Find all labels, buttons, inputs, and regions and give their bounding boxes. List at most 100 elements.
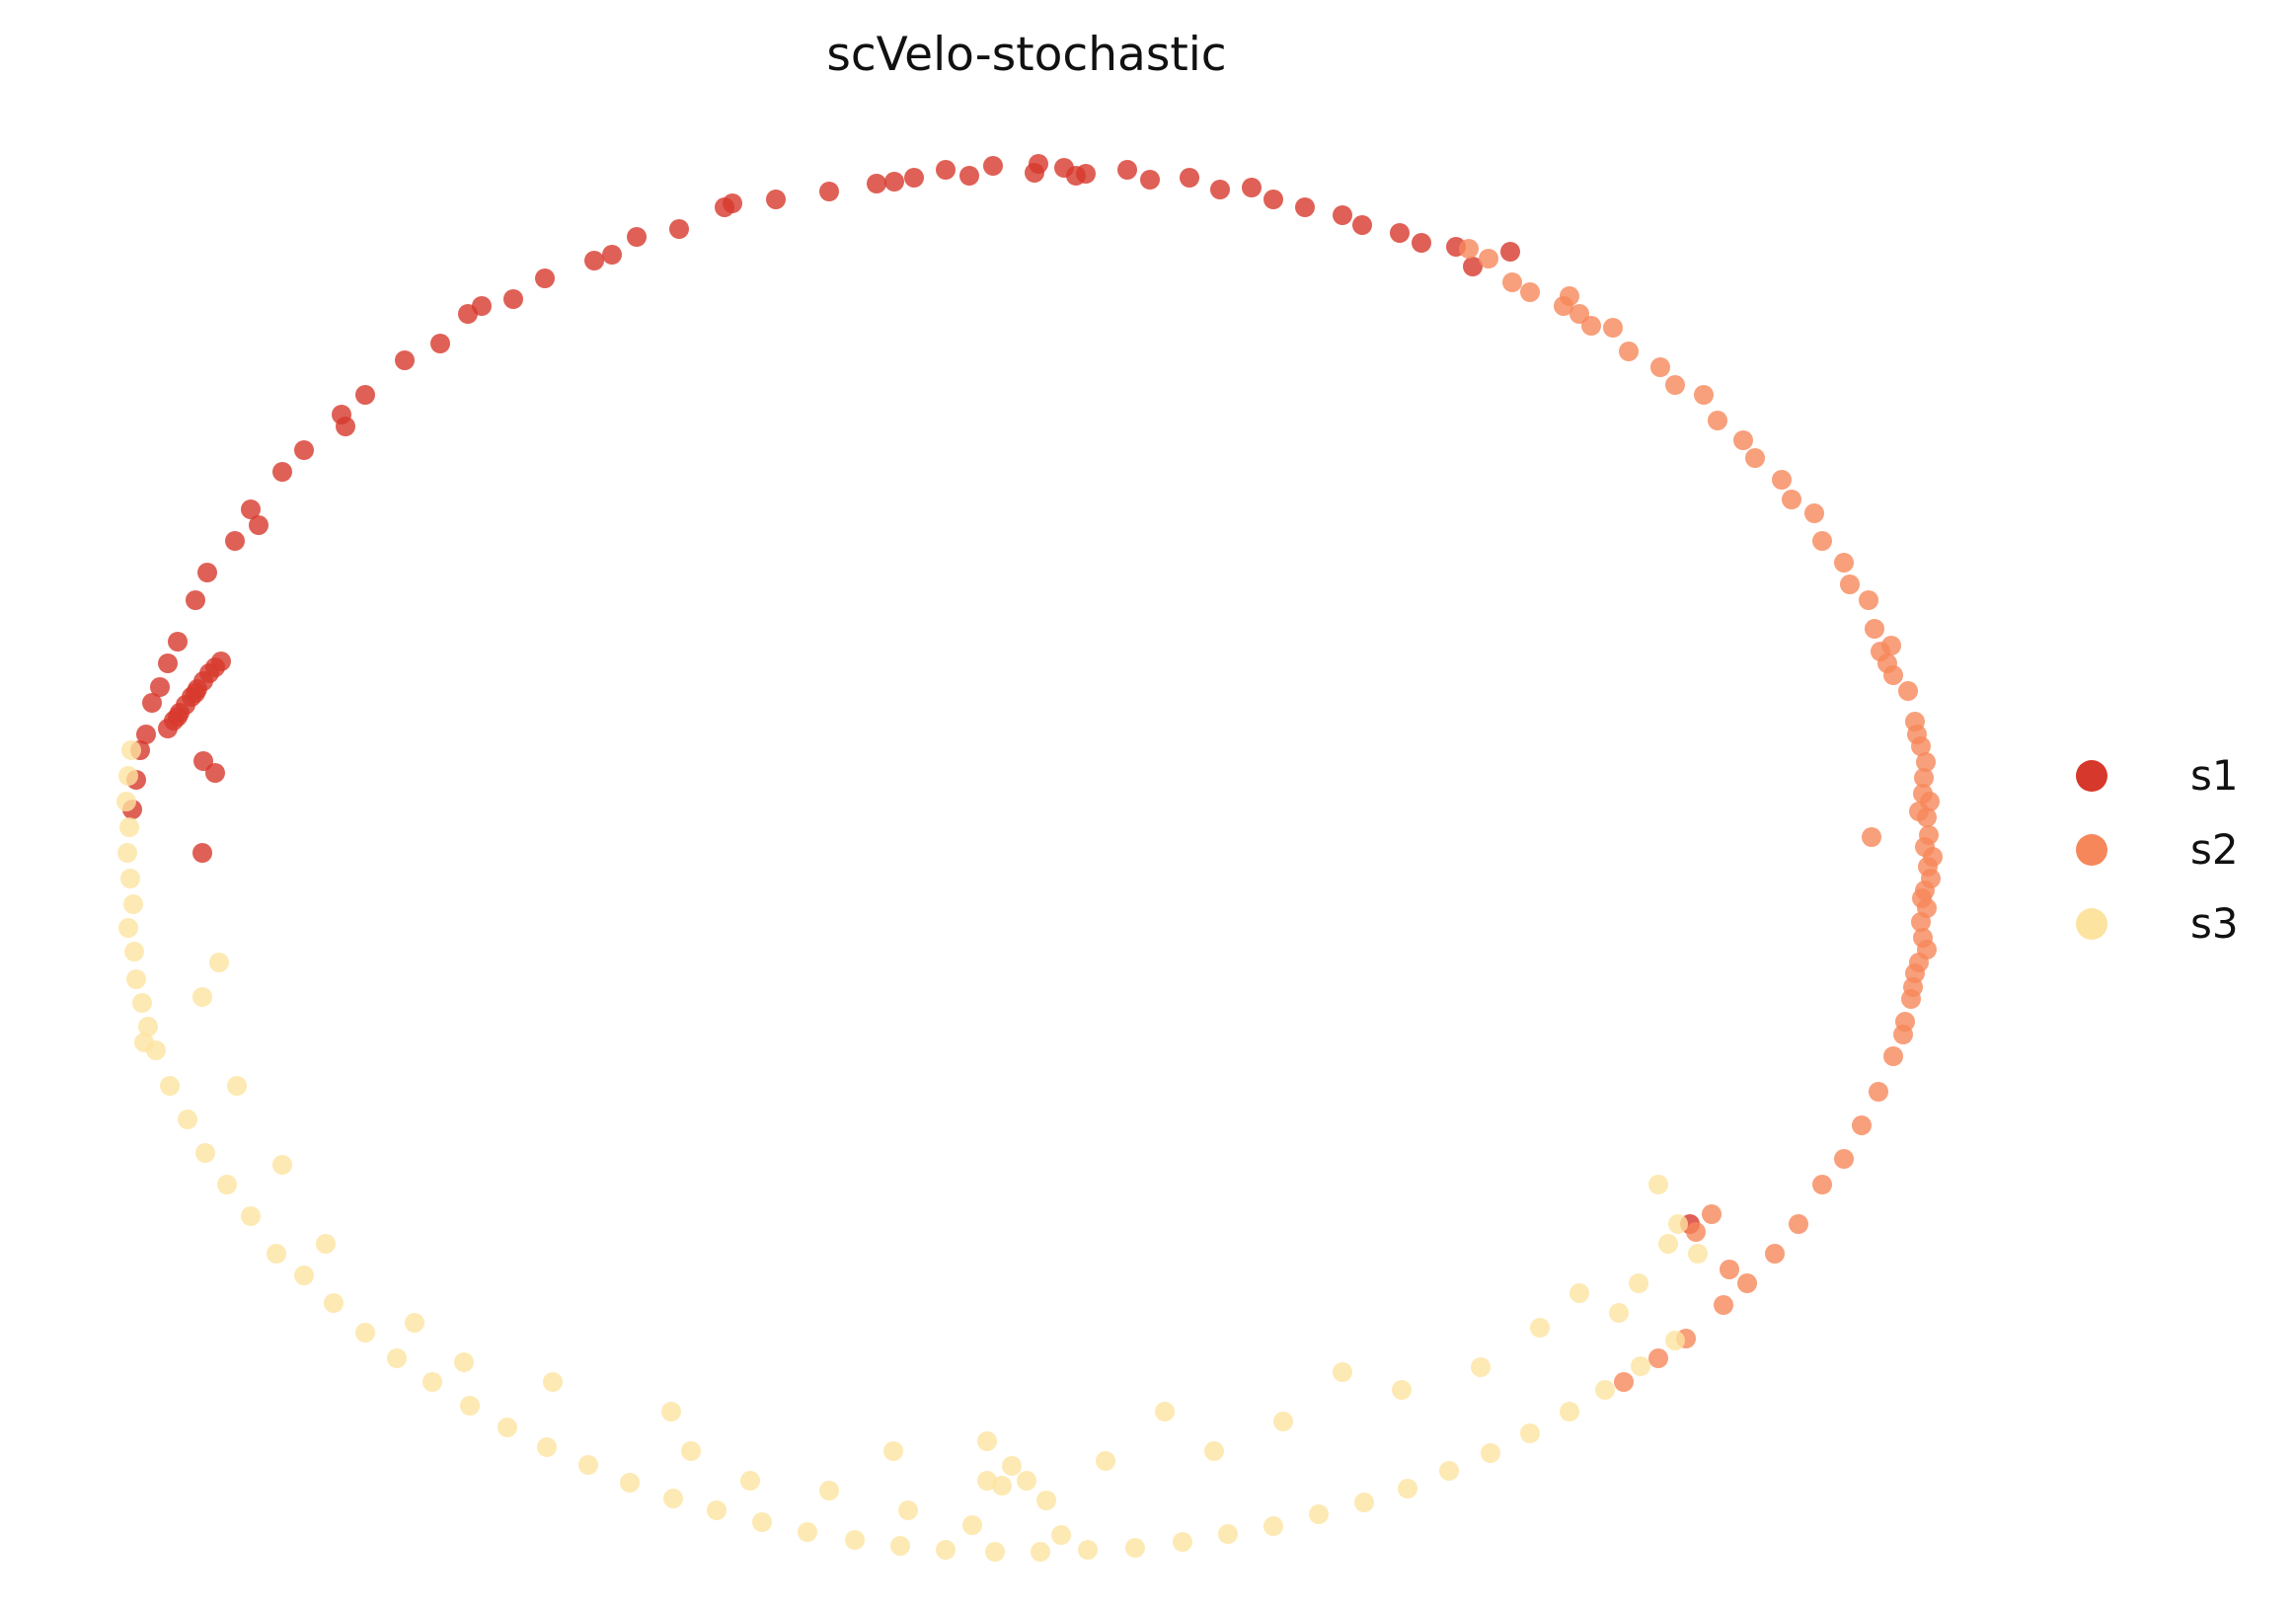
point-s3 bbox=[1333, 1362, 1352, 1382]
point-s3 bbox=[1629, 1273, 1648, 1293]
point-s2 bbox=[1733, 430, 1753, 450]
point-s1 bbox=[168, 632, 188, 652]
point-s3 bbox=[422, 1372, 442, 1392]
point-s3 bbox=[740, 1471, 760, 1491]
point-s1 bbox=[1242, 178, 1262, 197]
point-s3 bbox=[134, 1033, 154, 1052]
point-s3 bbox=[123, 894, 143, 914]
point-s2 bbox=[1877, 653, 1897, 673]
point-s3 bbox=[1530, 1318, 1550, 1338]
point-s2 bbox=[1901, 989, 1921, 1009]
point-s1 bbox=[959, 166, 979, 186]
point-s2 bbox=[1893, 1025, 1913, 1044]
point-s1 bbox=[1210, 180, 1230, 199]
point-s3 bbox=[1051, 1525, 1071, 1545]
point-s1 bbox=[1463, 257, 1483, 276]
point-s1 bbox=[766, 190, 786, 209]
point-s3 bbox=[1688, 1244, 1708, 1264]
point-s2 bbox=[1905, 963, 1925, 983]
point-s3 bbox=[1173, 1532, 1192, 1552]
point-s3 bbox=[890, 1536, 910, 1556]
point-s3 bbox=[845, 1530, 865, 1550]
point-s2 bbox=[1834, 553, 1854, 573]
point-s1 bbox=[395, 350, 415, 370]
point-s3 bbox=[294, 1266, 314, 1285]
legend-item-s3: s3 bbox=[2076, 886, 2239, 960]
legend-item-s1: s1 bbox=[2076, 738, 2239, 812]
point-s1 bbox=[136, 725, 156, 744]
point-s1 bbox=[904, 168, 924, 188]
point-s1 bbox=[336, 417, 355, 436]
point-s1 bbox=[1390, 223, 1410, 243]
point-s2 bbox=[1708, 411, 1727, 430]
legend-label-s1: s1 bbox=[2190, 750, 2239, 800]
point-s3 bbox=[387, 1348, 407, 1368]
point-s1 bbox=[355, 385, 375, 405]
point-s3 bbox=[1560, 1402, 1579, 1421]
point-s2 bbox=[1603, 318, 1623, 338]
point-s2 bbox=[1694, 385, 1714, 405]
chart-title: scVelo-stochastic bbox=[826, 28, 1227, 82]
point-s2 bbox=[1812, 1175, 1832, 1194]
point-s2 bbox=[1789, 1214, 1808, 1234]
point-s3 bbox=[1569, 1283, 1589, 1303]
point-s3 bbox=[1392, 1380, 1412, 1400]
point-s1 bbox=[867, 174, 886, 193]
point-s2 bbox=[1520, 282, 1540, 302]
point-s1 bbox=[1333, 205, 1352, 225]
point-s1 bbox=[1412, 233, 1431, 253]
point-s3 bbox=[1125, 1538, 1145, 1558]
point-s3 bbox=[1609, 1303, 1629, 1323]
point-s3 bbox=[227, 1076, 247, 1096]
point-s3 bbox=[661, 1402, 681, 1421]
point-s2 bbox=[1745, 448, 1765, 468]
point-s1 bbox=[1352, 215, 1372, 235]
point-s2 bbox=[1614, 1372, 1634, 1392]
point-s3 bbox=[138, 1017, 158, 1036]
point-s2 bbox=[1782, 490, 1801, 509]
point-s2 bbox=[1883, 1046, 1903, 1066]
point-s3 bbox=[118, 918, 138, 938]
point-s1 bbox=[983, 156, 1003, 176]
point-s2 bbox=[1909, 802, 1929, 821]
point-s2 bbox=[1702, 1204, 1722, 1224]
point-s1 bbox=[168, 707, 188, 727]
point-s1 bbox=[1029, 154, 1048, 174]
point-s3 bbox=[1668, 1214, 1688, 1234]
point-s1 bbox=[1500, 242, 1520, 262]
point-s3 bbox=[120, 869, 140, 888]
point-s3 bbox=[160, 1076, 180, 1096]
legend-label-s3: s3 bbox=[2190, 898, 2239, 948]
point-s3 bbox=[752, 1512, 772, 1532]
point-s3 bbox=[195, 1143, 215, 1163]
point-s1 bbox=[1117, 160, 1137, 180]
point-s1 bbox=[186, 683, 205, 703]
point-s1 bbox=[225, 531, 245, 551]
point-s1 bbox=[472, 296, 492, 316]
point-s3 bbox=[1273, 1412, 1293, 1431]
point-s1 bbox=[249, 515, 268, 535]
point-s1 bbox=[627, 227, 647, 247]
point-s3 bbox=[962, 1515, 982, 1535]
point-s3 bbox=[454, 1352, 474, 1372]
point-s2 bbox=[1859, 590, 1878, 610]
point-s2 bbox=[1862, 827, 1881, 847]
point-s3 bbox=[124, 942, 144, 961]
point-s2 bbox=[1921, 869, 1941, 888]
point-s3 bbox=[1471, 1357, 1491, 1377]
point-s1 bbox=[503, 289, 523, 309]
point-s1 bbox=[211, 652, 231, 671]
legend-marker-s3 bbox=[2076, 907, 2107, 940]
point-s3 bbox=[1036, 1491, 1056, 1510]
legend-item-s2: s2 bbox=[2076, 812, 2239, 886]
point-s3 bbox=[1155, 1402, 1175, 1421]
point-s3 bbox=[1648, 1175, 1668, 1194]
point-s3 bbox=[1309, 1504, 1329, 1524]
point-s2 bbox=[1502, 272, 1522, 292]
point-s3 bbox=[992, 1476, 1012, 1496]
point-s3 bbox=[1665, 1331, 1685, 1350]
point-s1 bbox=[936, 160, 956, 180]
point-s3 bbox=[663, 1489, 683, 1508]
point-s1 bbox=[584, 251, 604, 270]
